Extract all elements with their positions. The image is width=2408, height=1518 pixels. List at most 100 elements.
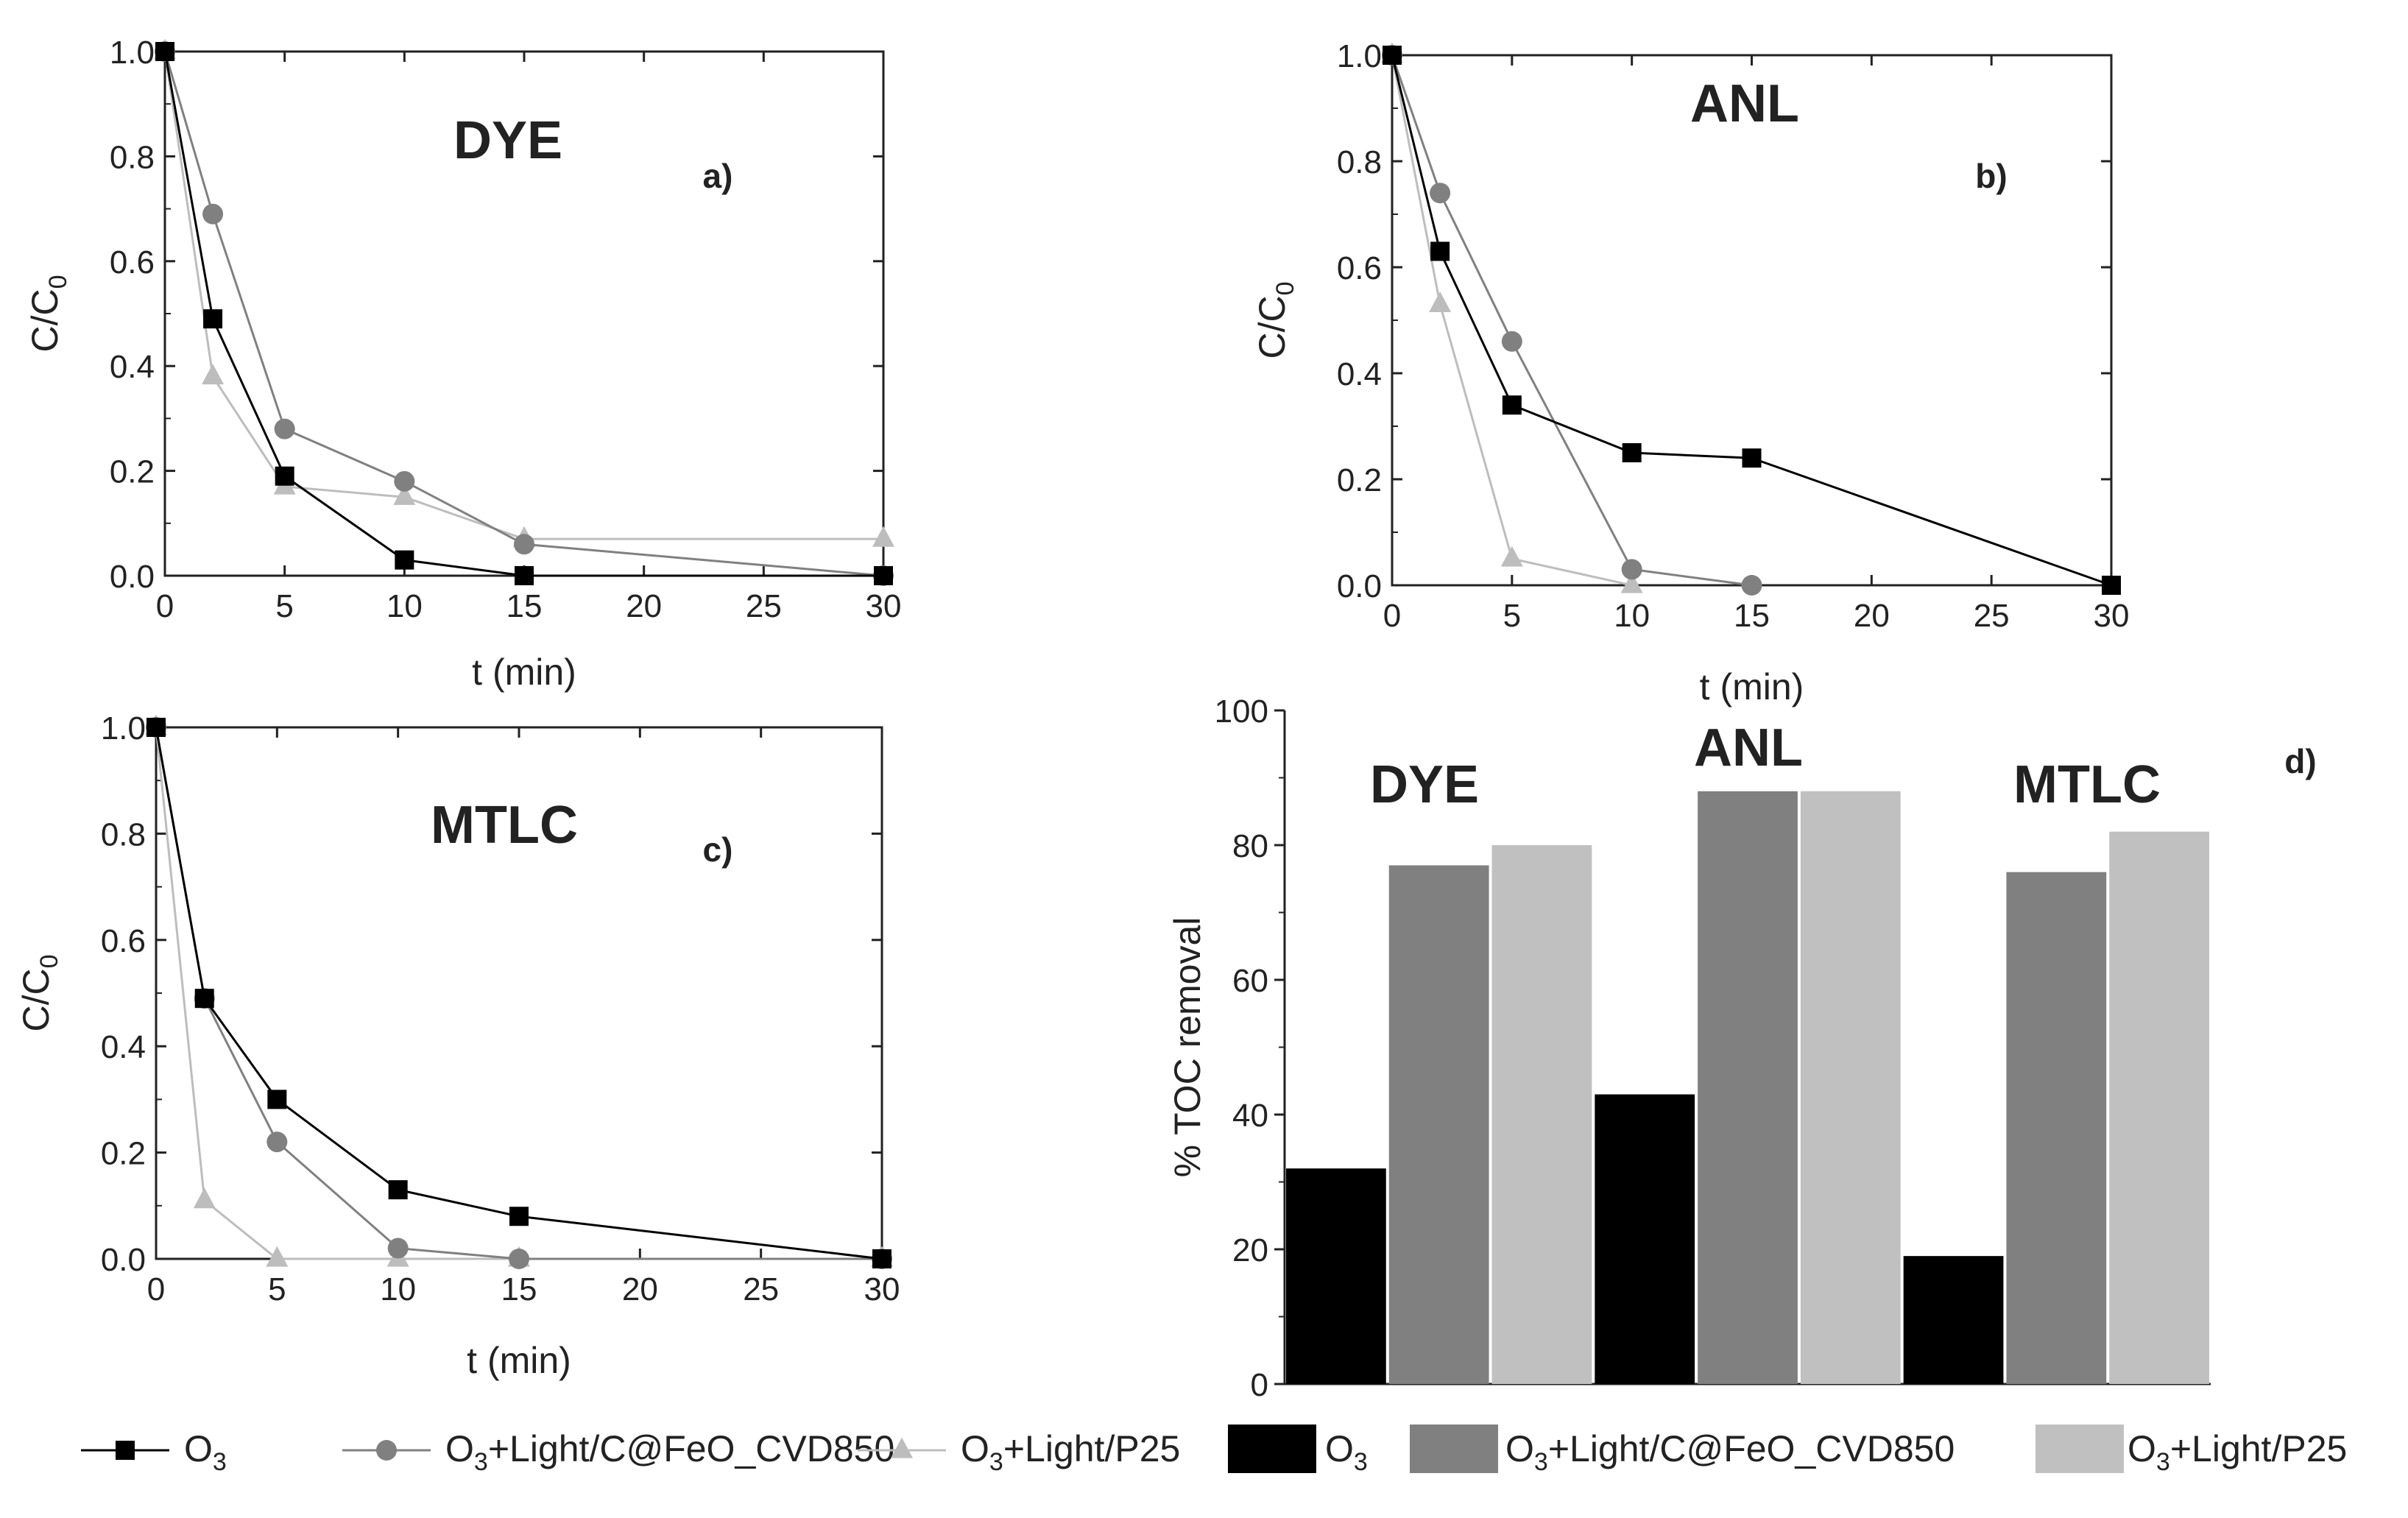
- x-tick-label: 5: [1503, 598, 1521, 634]
- series-line-1: [163, 51, 884, 577]
- x-tick-label: 15: [506, 588, 543, 624]
- x-tick-label: 0: [1383, 598, 1401, 634]
- panel-title: MTLC: [431, 796, 578, 855]
- legend-label: O3+Light/P25: [961, 1428, 1180, 1476]
- data-point: [514, 534, 534, 555]
- legend-marker: [376, 1440, 397, 1461]
- y-tick-label: 100: [1215, 693, 1268, 730]
- x-tick-label: 10: [380, 1271, 416, 1307]
- panel-label: c): [703, 830, 733, 869]
- panel-c: 0 5 10 15 20 25 30 0.0 0.2 0.4 0.6 0.8 1.0 t (min) C/C…: [15, 710, 900, 1381]
- plot-frame: [1391, 54, 2113, 587]
- x-tick-label: 10: [1614, 598, 1650, 634]
- data-point: [193, 1187, 216, 1209]
- x-axis-label: t (min): [472, 652, 576, 693]
- legend-line-item: O3: [81, 1428, 227, 1476]
- y-axis-label-main: C/C: [1251, 295, 1293, 359]
- y-tick-label: 1.0: [110, 35, 155, 71]
- bar-dye-1: [1388, 865, 1489, 1384]
- legend-sub: 3: [989, 1448, 1003, 1476]
- data-point: [203, 309, 223, 329]
- bar-mtlc-0: [1903, 1256, 2004, 1384]
- legend-label: O3+Light/C@FeO_CVD850: [445, 1428, 894, 1476]
- bar-dye-0: [1286, 1168, 1386, 1384]
- y-tick-label: 80: [1232, 828, 1268, 864]
- bar-dye-2: [1491, 845, 1592, 1384]
- panel-a: 0 5 10 15 20 25 30 0.0 0.2 0.4 0.6 0.8 1.0 t (min) C/C…: [24, 35, 901, 693]
- x-tick-label: 15: [1734, 598, 1770, 634]
- y-axis-label-main: C/C: [24, 289, 66, 352]
- y-axis-label-sub: 0: [35, 954, 63, 968]
- y-tick-label: 0.8: [1337, 144, 1382, 180]
- x-tick-label: 10: [386, 588, 423, 624]
- legend-sub: 3: [2156, 1448, 2170, 1476]
- data-point: [1429, 292, 1452, 313]
- legend-sub: 3: [213, 1448, 227, 1476]
- y-tick-label: 0.4: [110, 349, 155, 385]
- y-tick-label: 0.6: [101, 923, 146, 959]
- bar-mtlc-1: [2006, 872, 2107, 1384]
- data-point: [1742, 448, 1762, 468]
- x-tick-label: 20: [622, 1271, 658, 1307]
- legend-sub: 3: [1534, 1448, 1548, 1476]
- data-point: [202, 364, 225, 385]
- x-tick-label: 30: [2094, 598, 2130, 634]
- x-tick-label: 15: [501, 1271, 537, 1307]
- data-point: [267, 1090, 287, 1109]
- y-axis-label-sub: 0: [1271, 281, 1299, 295]
- y-tick-label: 0: [1251, 1367, 1268, 1403]
- panel-label: b): [1975, 157, 2007, 195]
- y-axis-label: C/C0: [24, 275, 72, 352]
- series-line-0: [155, 727, 883, 1260]
- legend-main: O: [961, 1428, 989, 1469]
- y-tick-label: 0.2: [101, 1136, 146, 1172]
- data-point: [872, 1249, 891, 1268]
- panel-label: d): [2284, 742, 2316, 780]
- series-line-1: [1391, 54, 1752, 587]
- y-tick-label: 0.0: [1337, 568, 1382, 604]
- x-tick-label: 20: [626, 588, 662, 624]
- legend-rest: +Light/C@FeO_CVD850: [488, 1428, 894, 1469]
- legend-bar-item: O3: [1228, 1425, 1368, 1476]
- x-tick-label: 25: [1974, 598, 2010, 634]
- bar-anl-1: [1698, 791, 1798, 1384]
- data-point: [394, 470, 415, 492]
- data-point: [155, 42, 174, 61]
- x-tick-label: 0: [156, 588, 174, 624]
- y-tick-label: 0.8: [110, 139, 155, 175]
- legend-bar-item: O3+Light/P25: [2035, 1425, 2347, 1476]
- series-line-0: [1391, 54, 2112, 587]
- data-point: [2102, 576, 2121, 595]
- legend-swatch: [1228, 1425, 1316, 1473]
- bar-anl-2: [1800, 791, 1901, 1384]
- x-tick-label: 30: [866, 588, 902, 624]
- legend-swatch: [1410, 1425, 1498, 1473]
- category-label: DYE: [1370, 755, 1479, 814]
- legend-label: O3+Light/P25: [2128, 1428, 2347, 1476]
- y-tick-label: 60: [1232, 963, 1268, 999]
- y-tick-label: 0.4: [1337, 356, 1382, 392]
- data-point: [266, 1246, 289, 1267]
- y-tick-label: 0.4: [101, 1029, 146, 1065]
- data-point: [1501, 331, 1522, 352]
- data-point: [1502, 395, 1522, 415]
- legend-main: O: [1505, 1428, 1534, 1469]
- series-line-0: [163, 51, 883, 577]
- data-point: [275, 466, 294, 486]
- y-tick-label: 0.6: [1337, 250, 1382, 286]
- x-tick-label: 20: [1854, 598, 1890, 634]
- y-axis-label: C/C0: [15, 954, 63, 1031]
- panel-d: 0 20 40 60 80 100 DYE ANL MTLC d) % TOC removal: [1167, 693, 2317, 1403]
- legend-line-item: O3+Light/P25: [858, 1428, 1180, 1476]
- x-tick-label: 0: [147, 1271, 165, 1307]
- bar-anl-0: [1595, 1094, 1695, 1384]
- data-point: [1430, 241, 1450, 261]
- y-tick-label: 1.0: [101, 710, 146, 746]
- data-point: [387, 1238, 409, 1259]
- x-axis-label: t (min): [467, 1340, 571, 1381]
- y-tick-label: 0.0: [101, 1242, 146, 1278]
- legend-main: O: [184, 1428, 213, 1469]
- panel-title: ANL: [1690, 74, 1799, 133]
- y-axis-label: C/C0: [1251, 281, 1299, 359]
- data-point: [1500, 546, 1523, 567]
